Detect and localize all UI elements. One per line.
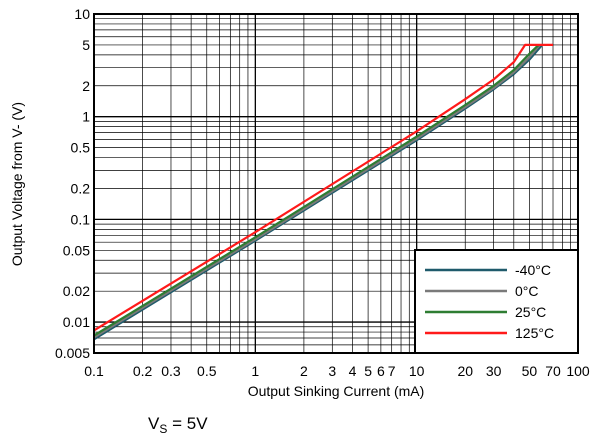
y-tick-label: 0.1 xyxy=(71,211,91,227)
x-tick-label: 7 xyxy=(388,363,396,379)
y-axis-label: Output Voltage from V- (V) xyxy=(9,102,25,266)
x-tick-label: 2 xyxy=(300,363,308,379)
y-tick-label: 0.01 xyxy=(63,314,90,330)
y-tick-label: 0.5 xyxy=(71,140,91,156)
legend: -40°C 0°C 25°C 125°C xyxy=(414,249,579,354)
series-line-2 xyxy=(93,44,540,337)
plot-frame-layer xyxy=(93,13,579,354)
x-tick-label: 6 xyxy=(377,363,385,379)
supply-voltage-caption: VS = 5V xyxy=(148,414,208,436)
x-tick-label: 0.3 xyxy=(161,363,181,379)
x-tick-label: 100 xyxy=(566,363,590,379)
series-line-3 xyxy=(93,43,553,332)
y-tick-label: 0.005 xyxy=(55,345,90,361)
y-tick-label: 1 xyxy=(82,109,90,125)
x-tick-label: 50 xyxy=(522,363,538,379)
x-tick-label: 70 xyxy=(545,363,561,379)
legend-label-3: 125°C xyxy=(515,325,554,341)
x-tick-label: 0.5 xyxy=(197,363,217,379)
x-tick-label: 3 xyxy=(328,363,336,379)
legend-label-2: 25°C xyxy=(515,304,546,320)
caption-rest: = 5V xyxy=(167,414,208,433)
series-line-1 xyxy=(93,44,541,339)
y-tick-label: 0.02 xyxy=(63,283,90,299)
y-tick-label: 2 xyxy=(82,78,90,94)
y-tick-label: 0.2 xyxy=(71,180,91,196)
y-tick-label: 10 xyxy=(74,6,90,22)
plot-frame xyxy=(93,13,579,354)
x-tick-label: 1 xyxy=(251,363,259,379)
y-tick-label: 5 xyxy=(82,37,90,53)
y-tick-label: 0.05 xyxy=(63,242,90,258)
series-line-0 xyxy=(93,44,544,341)
legend-label-0: -40°C xyxy=(515,262,551,278)
x-tick-label: 0.1 xyxy=(84,363,104,379)
x-tick-label: 0.2 xyxy=(133,363,153,379)
x-tick-label: 10 xyxy=(409,363,425,379)
series-layer xyxy=(93,43,553,341)
caption-subscript: S xyxy=(159,422,168,436)
x-tick-label: 4 xyxy=(349,363,357,379)
x-axis-label: Output Sinking Current (mA) xyxy=(248,383,425,399)
legend-box xyxy=(414,249,579,354)
caption-main: V xyxy=(148,414,160,433)
x-tick-labels: 0.1 0.2 0.3 0.5 1 2 3 4 5 6 7 10 20 30 50 70 100 xyxy=(84,363,590,379)
x-tick-label: 5 xyxy=(364,363,372,379)
x-tick-label: 30 xyxy=(486,363,502,379)
y-tick-labels: 0.005 0.01 0.02 0.05 0.1 0.2 0.5 1 2 5 10 xyxy=(55,6,90,361)
legend-label-1: 0°C xyxy=(515,283,539,299)
x-tick-label: 20 xyxy=(457,363,473,379)
